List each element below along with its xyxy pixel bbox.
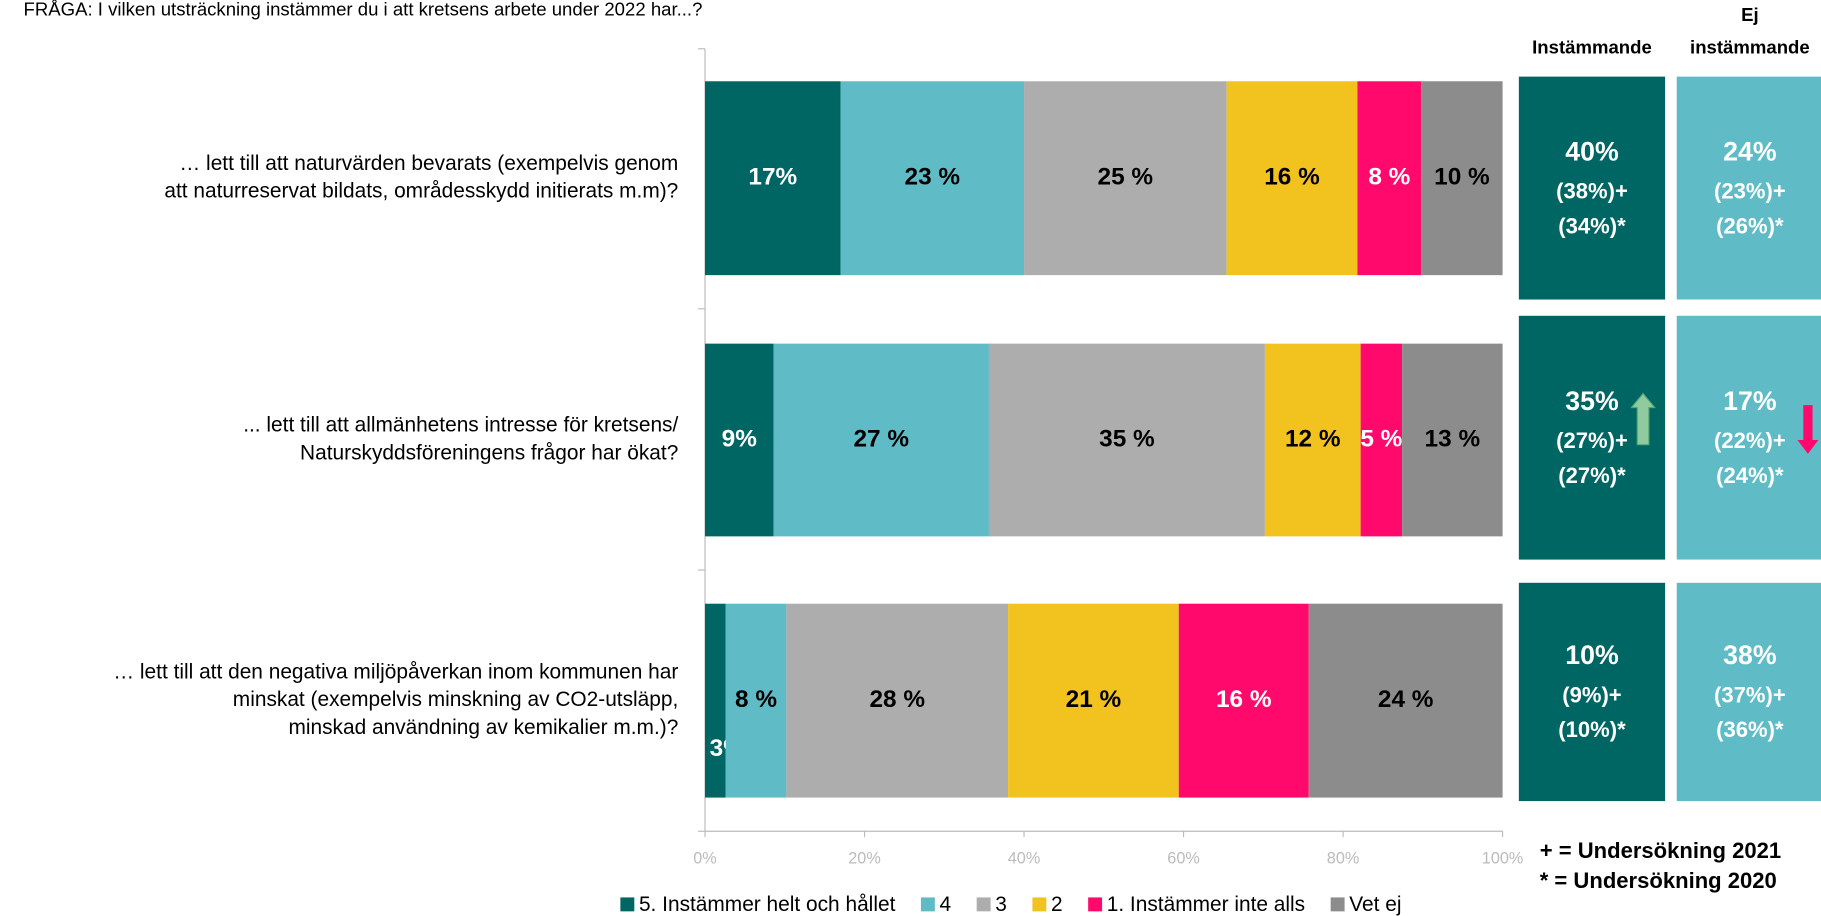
summary-2020: (36%)* [1716, 717, 1784, 742]
data-label: 27 % [853, 425, 909, 452]
legend-label: 5. Instämmer helt och hållet [639, 893, 896, 916]
bar-segment [1226, 81, 1358, 276]
category-label: Naturskyddsföreningens frågor har ökat? [300, 441, 678, 464]
data-label: 16 % [1216, 686, 1272, 713]
bar-segment [840, 81, 1025, 276]
bar-segment [705, 603, 726, 798]
legend-label: 2 [1051, 893, 1063, 916]
summary-2020: (27%)* [1558, 463, 1626, 488]
legend-swatch [976, 897, 991, 912]
summary-value: 10% [1565, 640, 1619, 670]
bar-segment [1264, 343, 1361, 537]
column-header: Ej [1741, 4, 1759, 25]
data-label: 17% [748, 164, 797, 191]
bar-segment [705, 81, 841, 276]
bar-segment [1357, 81, 1422, 276]
data-label: 23 % [905, 164, 961, 191]
category-label: minskad användning av kemikalier m.m.)? [288, 716, 678, 739]
summary-box [1676, 315, 1821, 560]
category-label: … lett till att den negativa miljöpåverk… [113, 660, 678, 683]
summary-2021: (27%)+ [1556, 428, 1628, 453]
summary-value: 17% [1723, 386, 1777, 416]
summary-2021: (22%)+ [1714, 428, 1786, 453]
x-tick-label: 60% [1167, 849, 1200, 867]
summary-box [1676, 582, 1821, 802]
bar-segment [988, 343, 1265, 537]
summary-2020: (24%)* [1716, 463, 1784, 488]
x-tick-label: 20% [848, 849, 881, 867]
data-label: 21 % [1066, 686, 1122, 713]
bar-segment [1178, 603, 1309, 798]
footnote: * = Undersökning 2020 [1540, 868, 1777, 893]
data-label: 13 % [1425, 425, 1481, 452]
trend-arrow-up [1630, 392, 1656, 446]
bar-segment [1024, 81, 1227, 276]
chart-title: FRÅGA: I vilken utsträckning instämmer d… [24, 0, 703, 19]
summary-2020: (26%)* [1716, 213, 1784, 238]
category-label: att naturreservat bildats, områdesskydd … [164, 180, 678, 203]
legend-label: Vet ej [1349, 893, 1401, 916]
bar-segment [725, 603, 787, 798]
bar-segment [773, 343, 989, 537]
column-header: Instämmande [1532, 37, 1652, 58]
data-label: 16 % [1264, 164, 1320, 191]
data-label: 5 % [1360, 425, 1402, 452]
data-label: 9% [722, 425, 758, 452]
category-label: … lett till att naturvärden bevarats (ex… [179, 152, 678, 175]
x-tick-label: 100% [1482, 849, 1524, 867]
x-tick-label: 80% [1327, 849, 1360, 867]
data-label: 24 % [1378, 686, 1434, 713]
legend-swatch [1032, 897, 1047, 912]
bar-segment [1421, 81, 1503, 276]
data-label: 25 % [1098, 164, 1154, 191]
summary-2021: (38%)+ [1556, 179, 1628, 204]
summary-2020: (10%)* [1558, 717, 1626, 742]
bar-segment [705, 343, 774, 537]
data-label: 10 % [1434, 164, 1490, 191]
summary-box [1518, 76, 1666, 300]
data-label: 8 % [735, 686, 777, 713]
bar-segment [1308, 603, 1503, 798]
legend-label: 3 [995, 893, 1007, 916]
column-header: instämmande [1690, 37, 1810, 58]
data-label: 12 % [1285, 425, 1341, 452]
legend-swatch [920, 897, 935, 912]
summary-box [1518, 582, 1666, 802]
legend-label: 1. Instämmer inte alls [1107, 893, 1305, 916]
summary-2021: (23%)+ [1714, 179, 1786, 204]
summary-2020: (34%)* [1558, 213, 1626, 238]
category-label: minskat (exempelvis minskning av CO2-uts… [233, 688, 679, 711]
legend-swatch [620, 897, 635, 912]
summary-value: 24% [1723, 136, 1777, 166]
legend-swatch [1088, 897, 1103, 912]
trend-arrow-down [1797, 405, 1819, 454]
summary-value: 38% [1723, 640, 1777, 670]
x-tick-label: 0% [693, 849, 717, 867]
category-label: ... lett till att allmänhetens intresse … [243, 414, 678, 437]
bar-segment [1360, 343, 1403, 537]
data-label: 35 % [1099, 425, 1155, 452]
bar-segment [1402, 343, 1503, 537]
footnote: + = Undersökning 2021 [1540, 838, 1781, 863]
data-label: 8 % [1368, 164, 1410, 191]
summary-value: 35% [1565, 386, 1619, 416]
legend-swatch [1330, 897, 1345, 912]
summary-2021: (9%)+ [1562, 682, 1621, 707]
summary-2021: (37%)+ [1714, 682, 1786, 707]
legend-label: 4 [940, 893, 952, 916]
summary-value: 40% [1565, 136, 1619, 166]
data-label: 28 % [869, 686, 925, 713]
summary-box [1676, 76, 1821, 300]
bar-segment [1008, 603, 1179, 798]
x-tick-label: 40% [1008, 849, 1041, 867]
bar-segment [786, 603, 1009, 798]
